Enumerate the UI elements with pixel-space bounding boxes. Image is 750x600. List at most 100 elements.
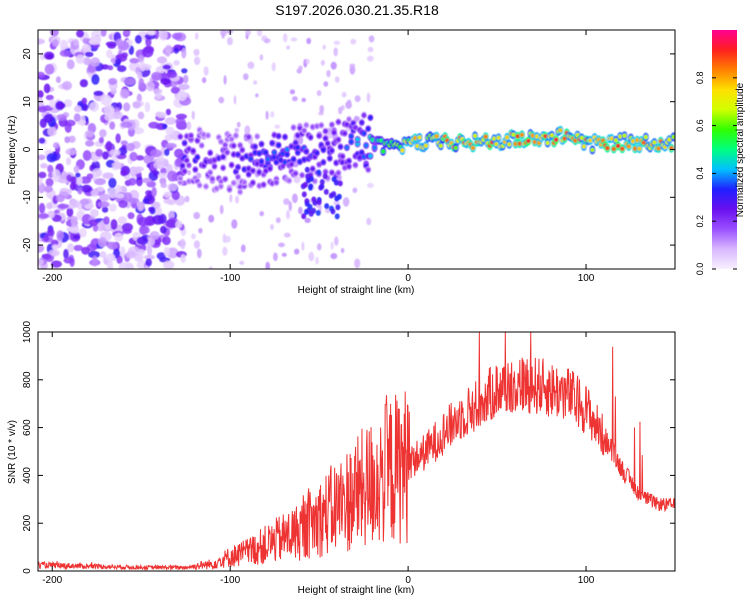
heatmap-noise-blob	[104, 113, 114, 121]
heatmap-noise-blob	[294, 248, 300, 255]
heatmap-noise-blob	[135, 155, 145, 161]
heatmap-noise-blob	[160, 225, 167, 234]
heatmap-noise-blob	[40, 163, 48, 169]
heatmap-xtick-label: -100	[220, 273, 240, 284]
heatmap-noise-blob	[45, 94, 54, 101]
heatmap-noise-blob	[43, 254, 51, 260]
heatmap-ylabel: Frequency (Hz)	[7, 116, 18, 185]
heatmap-noise-blob	[46, 202, 53, 210]
heatmap-ridge-cell	[526, 138, 531, 144]
heatmap-noise-blob	[165, 44, 172, 55]
heatmap-noise-blob	[89, 101, 99, 112]
heatmap-noise-blob	[55, 76, 61, 84]
colorbar-label: Normalized spectral amplitude	[735, 82, 746, 217]
heatmap-noise-blob	[43, 83, 51, 94]
heatmap-noise-blob	[340, 247, 345, 254]
heatmap-noise-blob	[148, 121, 160, 129]
heatmap-noise-blob	[253, 80, 258, 85]
heatmap-noise-blob	[180, 254, 186, 264]
heatmap-noise-blob	[165, 108, 171, 116]
heatmap-noise-blob	[114, 232, 124, 242]
heatmap-noise-blob	[118, 147, 128, 156]
heatmap-ridge-cell	[216, 156, 221, 161]
colorbar-tick-label: 0.4	[695, 167, 705, 180]
heatmap-ridge-cell	[361, 131, 367, 136]
heatmap-noise-blob	[203, 66, 209, 76]
heatmap-noise-blob	[138, 249, 145, 256]
snr-ytick-label: 800	[22, 371, 33, 388]
heatmap-noise-blob	[150, 149, 162, 158]
heatmap-noise-blob	[333, 40, 341, 46]
heatmap-noise-blob	[48, 249, 60, 257]
heatmap-ridge-cell	[415, 143, 420, 149]
heatmap-ridge-cell	[257, 151, 262, 156]
heatmap-noise-blob	[316, 169, 322, 176]
heatmap-ridge-cell	[316, 162, 322, 167]
heatmap-noise-blob	[308, 251, 315, 262]
heatmap-noise-blob	[77, 186, 83, 195]
heatmap-ridge-cell	[297, 125, 303, 131]
heatmap-noise-blob	[157, 172, 169, 179]
heatmap-noise-blob	[289, 89, 295, 95]
heatmap-noise-blob	[68, 135, 76, 143]
heatmap-ridge-cell	[511, 132, 516, 137]
heatmap-noise-blob	[138, 55, 144, 63]
heatmap-ridge-cell	[229, 162, 234, 168]
heatmap-ridge-cell	[605, 146, 610, 151]
heatmap-noise-blob	[100, 30, 107, 37]
heatmap-noise-blob	[108, 78, 118, 85]
heatmap-noise-blob	[122, 228, 132, 234]
heatmap-ridge-cell	[246, 166, 251, 171]
heatmap-noise-blob	[91, 74, 100, 85]
heatmap-ridge-cell	[615, 143, 621, 149]
heatmap-ridge-cell	[573, 138, 578, 143]
heatmap-noise-blob	[106, 49, 113, 59]
heatmap-ridge-cell	[346, 117, 352, 122]
heatmap-noise-blob	[292, 96, 298, 102]
heatmap-noise-blob	[368, 35, 375, 43]
heatmap-ridge-cell	[400, 148, 405, 153]
heatmap-noise-blob	[102, 151, 109, 160]
heatmap-ridge-cell	[372, 145, 377, 150]
heatmap-noise-blob	[86, 173, 94, 180]
heatmap-noise-blob	[194, 56, 201, 66]
heatmap-ridge-cell	[581, 144, 587, 149]
heatmap-ridge-cell	[353, 125, 358, 130]
heatmap-noise-blob	[319, 179, 325, 185]
heatmap-noise-blob	[108, 203, 117, 212]
heatmap-noise-blob	[354, 95, 361, 103]
heatmap-noise-blob	[349, 63, 356, 68]
heatmap-noise-blob	[99, 193, 110, 202]
heatmap-ridge-cell	[276, 143, 281, 148]
heatmap-ridge-cell	[280, 151, 285, 156]
heatmap-noise-blob	[97, 221, 106, 232]
snr-ytick-label: 200	[22, 514, 33, 531]
heatmap-noise-blob	[163, 198, 174, 204]
heatmap-noise-blob	[137, 216, 149, 227]
heatmap-noise-blob	[271, 62, 276, 72]
heatmap-noise-blob	[323, 81, 329, 87]
heatmap-ridge-cell	[635, 138, 640, 143]
heatmap-noise-blob	[120, 121, 133, 128]
heatmap-ridge-cell	[225, 150, 230, 155]
heatmap-noise-blob	[81, 184, 93, 193]
heatmap-ridge-cell	[381, 149, 386, 154]
heatmap-ridge-cell	[368, 153, 373, 159]
heatmap-noise-blob	[83, 57, 92, 66]
heatmap-noise-blob	[326, 70, 331, 78]
heatmap-noise-blob	[56, 102, 66, 109]
heatmap-noise-blob	[118, 261, 129, 269]
heatmap-noise-blob	[330, 253, 338, 260]
heatmap-noise-blob	[179, 238, 186, 250]
heatmap-ridge-cell	[235, 152, 241, 157]
heatmap-noise-blob	[140, 63, 152, 71]
heatmap-noise-blob	[303, 181, 308, 188]
heatmap-noise-blob	[65, 148, 77, 156]
heatmap-noise-blob	[73, 165, 80, 174]
heatmap-ridge-cell	[220, 154, 226, 160]
heatmap-ridge-cell	[233, 133, 239, 138]
heatmap-ridge-cell	[344, 122, 350, 127]
heatmap-ridge-cell	[193, 167, 198, 172]
heatmap-noise-blob	[181, 68, 188, 74]
